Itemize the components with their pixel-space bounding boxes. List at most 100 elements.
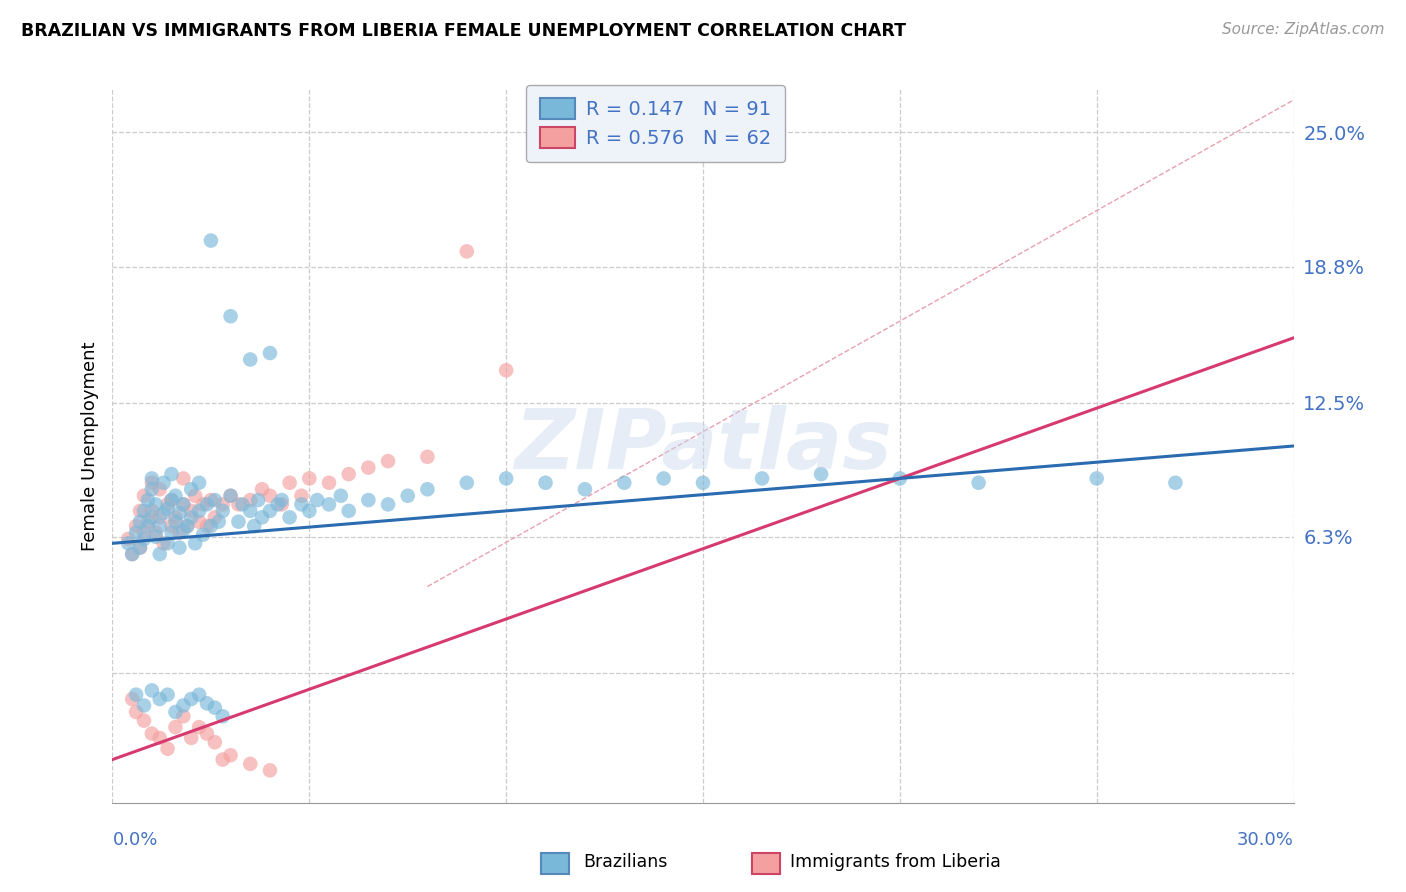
Text: BRAZILIAN VS IMMIGRANTS FROM LIBERIA FEMALE UNEMPLOYMENT CORRELATION CHART: BRAZILIAN VS IMMIGRANTS FROM LIBERIA FEM… [21, 22, 905, 40]
Point [152, 506, 174, 520]
Point [165, 720, 187, 734]
Point [165, 705, 187, 719]
Point [1164, 475, 1187, 490]
Point [239, 352, 262, 367]
Point [188, 515, 211, 529]
Point [298, 504, 321, 518]
Y-axis label: Female Unemployment: Female Unemployment [80, 342, 98, 550]
Point [456, 475, 478, 490]
Point [208, 515, 231, 529]
Point [149, 519, 172, 533]
Point [329, 489, 352, 503]
Point [211, 504, 233, 518]
Point [889, 471, 911, 485]
Point [172, 497, 194, 511]
Point [751, 471, 773, 485]
Point [259, 489, 281, 503]
Point [172, 471, 194, 485]
Point [211, 497, 233, 511]
Point [692, 475, 714, 490]
Point [160, 493, 183, 508]
Point [156, 501, 179, 516]
Point [337, 467, 360, 482]
Point [125, 688, 148, 702]
Point [250, 510, 273, 524]
Point [239, 493, 262, 508]
Point [191, 527, 214, 541]
Point [495, 363, 517, 377]
Point [149, 510, 172, 524]
Point [228, 515, 250, 529]
Point [121, 547, 143, 561]
Point [195, 726, 218, 740]
Point [191, 497, 214, 511]
Point [156, 741, 179, 756]
Point [188, 688, 211, 702]
Point [219, 489, 242, 503]
Point [165, 489, 187, 503]
Point [259, 764, 281, 778]
Point [652, 471, 675, 485]
Point [141, 471, 163, 485]
Point [121, 692, 143, 706]
Text: 0.0%: 0.0% [112, 831, 157, 849]
Point [152, 475, 174, 490]
Point [495, 471, 517, 485]
Point [219, 310, 242, 324]
Point [337, 504, 360, 518]
Point [307, 493, 329, 508]
Point [180, 510, 202, 524]
Point [149, 731, 172, 745]
Point [132, 698, 155, 713]
Point [141, 475, 163, 490]
Point [156, 688, 179, 702]
Point [132, 532, 155, 546]
Point [259, 504, 281, 518]
Point [184, 536, 207, 550]
Point [145, 497, 167, 511]
Point [200, 234, 222, 248]
Point [247, 493, 270, 508]
Point [125, 705, 148, 719]
Point [574, 482, 596, 496]
Point [160, 519, 183, 533]
Point [129, 504, 152, 518]
Point [318, 475, 340, 490]
Point [141, 482, 163, 496]
Point [416, 450, 439, 464]
Point [132, 504, 155, 518]
Point [132, 525, 155, 540]
Point [132, 714, 155, 728]
Point [456, 244, 478, 259]
Point [172, 709, 194, 723]
Point [278, 475, 301, 490]
Point [416, 482, 439, 496]
Point [357, 460, 380, 475]
Point [141, 726, 163, 740]
Point [188, 720, 211, 734]
Point [613, 475, 636, 490]
Point [176, 519, 198, 533]
Point [145, 525, 167, 540]
Point [141, 683, 163, 698]
Point [152, 536, 174, 550]
Point [132, 489, 155, 503]
Point [136, 493, 159, 508]
Point [204, 735, 226, 749]
Point [136, 515, 159, 529]
Text: ZIPatlas: ZIPatlas [515, 406, 891, 486]
Point [169, 506, 191, 520]
Point [169, 525, 191, 540]
Point [156, 497, 179, 511]
Point [534, 475, 557, 490]
Point [357, 493, 380, 508]
Point [156, 536, 179, 550]
Point [180, 504, 202, 518]
Point [243, 519, 266, 533]
Point [141, 510, 163, 524]
Text: Source: ZipAtlas.com: Source: ZipAtlas.com [1222, 22, 1385, 37]
Point [125, 525, 148, 540]
Point [1085, 471, 1108, 485]
Text: Brazilians: Brazilians [583, 853, 668, 871]
Point [169, 541, 191, 555]
